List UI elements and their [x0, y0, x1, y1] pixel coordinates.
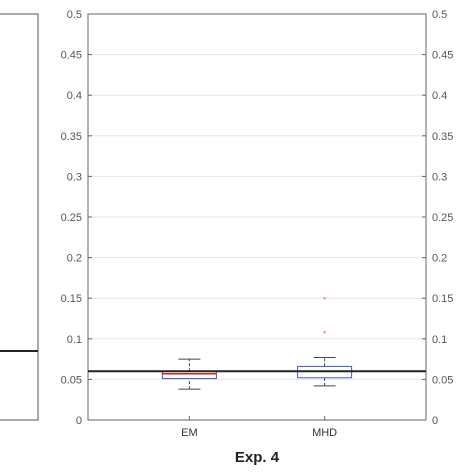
- y-tick-label-left: 0.1: [67, 334, 82, 346]
- box-mhd: [297, 296, 353, 387]
- y-tick-label-right: 0.25: [432, 212, 453, 224]
- y-tick-label-left: 0.15: [61, 293, 82, 305]
- y-tick-label-left: 0.45: [61, 50, 82, 62]
- x-category-label: EM: [181, 427, 198, 439]
- y-tick-label-left: 0.25: [61, 212, 82, 224]
- box-iqr: [161, 370, 217, 380]
- y-tick-label-left: 0.3: [67, 171, 82, 183]
- y-tick-label-right: 0.15: [432, 293, 453, 305]
- outlier-point: [323, 331, 326, 334]
- gridlines: [88, 54, 426, 380]
- y-tick-label-right: 0.45: [432, 50, 453, 62]
- y-tick-label-left: 0: [76, 415, 82, 427]
- box-em: [161, 358, 217, 390]
- left-panel: [0, 13, 39, 421]
- left-panel-frame: [0, 13, 39, 421]
- y-tick-label-right: 0: [432, 415, 438, 427]
- y-axis-left: 0 0.05 0.1 0.15 0.2 0.25 0.3 0.35 0.4 0.45 0.5: [61, 9, 92, 427]
- y-tick-label-right: 0.2: [432, 253, 447, 265]
- y-tick-label-left: 0.2: [67, 253, 82, 265]
- y-tick-label-left: 0.5: [67, 9, 82, 21]
- x-axis-categories: EM MHD: [181, 416, 337, 439]
- main-panel: 0 0.05 0.1 0.15 0.2 0.25 0.3 0.35 0.4 0.45 0.5 0 0.…: [61, 9, 454, 466]
- y-tick-label-right: 0.5: [432, 9, 447, 21]
- y-tick-label-right: 0.1: [432, 334, 447, 346]
- y-tick-label-right: 0.05: [432, 374, 453, 386]
- y-tick-label-right: 0.4: [432, 90, 447, 102]
- y-axis-right: 0 0.05 0.1 0.15 0.2 0.25 0.3 0.35 0.4 0.45 0.5: [422, 9, 453, 427]
- y-tick-label-left: 0.35: [61, 131, 82, 143]
- y-tick-label-left: 0.4: [67, 90, 82, 102]
- outlier-point: [323, 296, 326, 300]
- box-plots: [161, 296, 353, 390]
- chart-title: Exp. 4: [235, 449, 280, 466]
- y-tick-label-right: 0.35: [432, 131, 453, 143]
- x-category-label: MHD: [312, 427, 337, 439]
- y-tick-label-right: 0.3: [432, 171, 447, 183]
- y-tick-label-left: 0.05: [61, 374, 82, 386]
